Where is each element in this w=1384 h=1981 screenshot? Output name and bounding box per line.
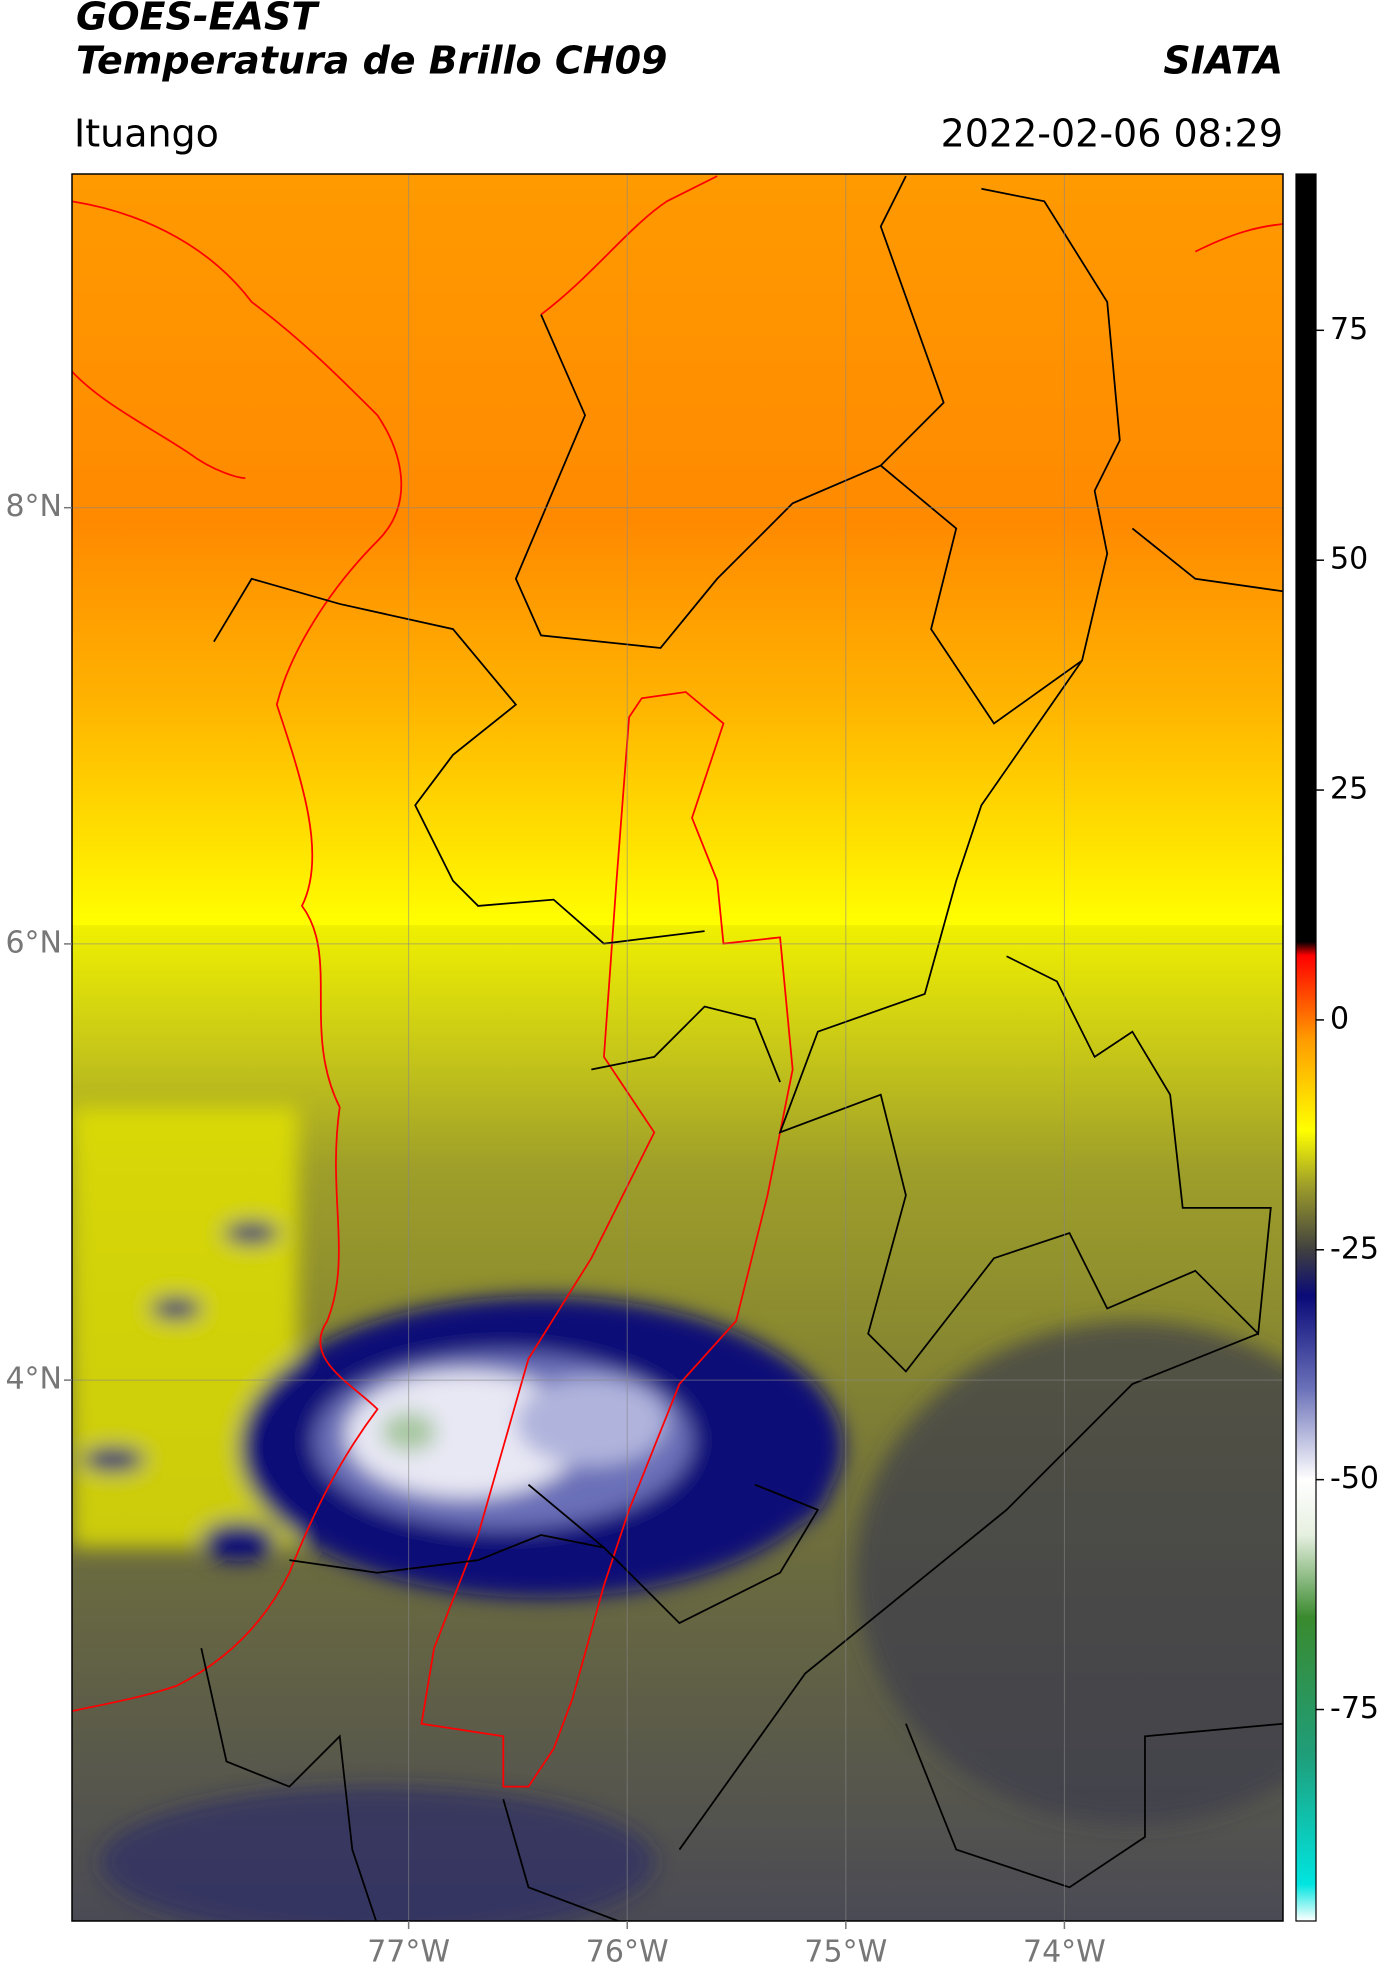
colorbar-tick-label: 50 xyxy=(1330,542,1368,577)
x-tick-label: 76°W xyxy=(586,1935,669,1970)
map-field xyxy=(72,174,1283,1921)
subtitle: Temperatura de Brillo CH09 xyxy=(76,39,667,83)
y-tick-label: 6°N xyxy=(5,925,62,960)
x-tick-label: 74°W xyxy=(1023,1935,1106,1970)
colorbar-tick-label: -75 xyxy=(1330,1691,1379,1726)
map-frame xyxy=(71,173,1284,1922)
colorbar-tick-label: -50 xyxy=(1330,1461,1379,1496)
title: GOES-EAST xyxy=(76,0,320,39)
colorbar-tick-label: 75 xyxy=(1330,312,1368,347)
y-tick-label: 8°N xyxy=(5,489,62,524)
colorbar-tick-label: -25 xyxy=(1330,1231,1379,1266)
location: Ituango xyxy=(74,112,219,156)
colorbar-tick-label: 25 xyxy=(1330,772,1368,807)
datetime: 2022-02-06 08:29 xyxy=(941,112,1283,156)
x-tick-label: 77°W xyxy=(367,1935,450,1970)
colorbar xyxy=(1295,173,1317,1922)
x-tick-label: 75°W xyxy=(804,1935,887,1970)
y-tick-label: 4°N xyxy=(5,1362,62,1397)
brand: SIATA xyxy=(1163,39,1283,83)
colorbar-tick-label: 0 xyxy=(1330,1001,1349,1036)
